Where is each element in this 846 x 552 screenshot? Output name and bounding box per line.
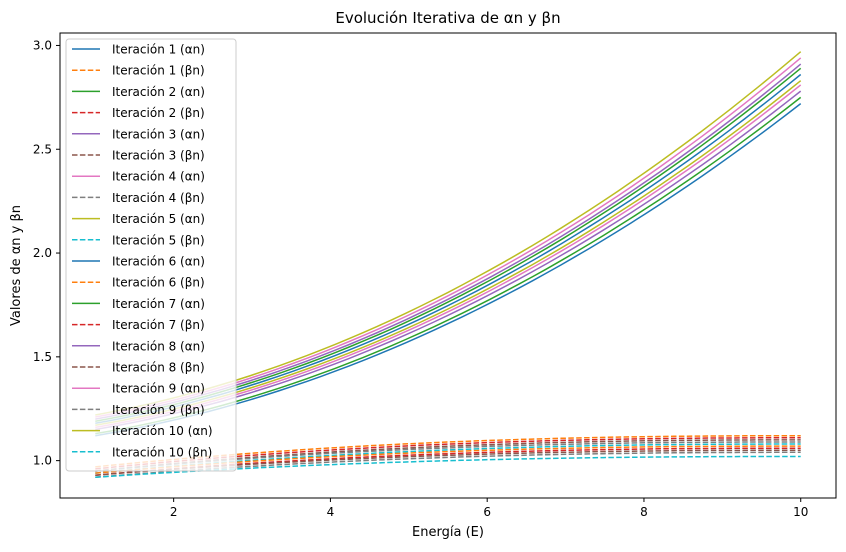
series-line-16 bbox=[95, 449, 801, 476]
y-tick-label: 2.5 bbox=[33, 142, 52, 156]
y-tick-label: 3.0 bbox=[33, 38, 52, 52]
legend-label-2: Iteración 1 (βn) bbox=[112, 64, 205, 78]
y-axis-label: Valores de αn y βn bbox=[9, 205, 24, 326]
legend-label-16: Iteración 8 (βn) bbox=[112, 361, 205, 375]
legend-label-18: Iteración 9 (βn) bbox=[112, 403, 205, 417]
plot-frame bbox=[59, 32, 837, 499]
legend-label-20: Iteración 10 (βn) bbox=[112, 445, 212, 459]
legend-label-15: Iteración 8 (αn) bbox=[112, 339, 205, 353]
y-tick-label: 1.5 bbox=[33, 350, 52, 364]
series-line-12 bbox=[95, 445, 801, 474]
x-tick-label: 6 bbox=[483, 505, 491, 519]
series-line-18 bbox=[95, 451, 801, 478]
series-line-6 bbox=[95, 439, 801, 472]
legend-label-5: Iteración 3 (αn) bbox=[112, 127, 205, 141]
x-tick-label: 8 bbox=[640, 505, 648, 519]
legend-box bbox=[65, 38, 237, 472]
legend-label-3: Iteración 2 (αn) bbox=[112, 85, 205, 99]
legend-label-19: Iteración 10 (αn) bbox=[112, 424, 213, 438]
legend-label-14: Iteración 7 (βn) bbox=[112, 318, 205, 332]
series-line-8 bbox=[95, 441, 801, 472]
y-tick-label: 1.0 bbox=[33, 454, 52, 468]
x-tick-label: 10 bbox=[793, 505, 808, 519]
legend-label-9: Iteración 5 (αn) bbox=[112, 212, 205, 226]
series-line-2 bbox=[95, 434, 801, 468]
series-line-4 bbox=[95, 437, 801, 470]
legend-label-12: Iteración 6 (βn) bbox=[112, 276, 205, 290]
legend-label-7: Iteración 4 (αn) bbox=[112, 170, 205, 184]
series-line-10 bbox=[95, 443, 801, 474]
legend: Iteración 1 (αn) Iteración 1 (βn) Iteració… bbox=[65, 38, 237, 472]
x-tick-label: 2 bbox=[170, 505, 178, 519]
series-line-14 bbox=[95, 447, 801, 476]
x-tick-label: 4 bbox=[327, 505, 335, 519]
legend-label-11: Iteración 6 (αn) bbox=[112, 255, 205, 269]
series-line-20 bbox=[95, 455, 801, 478]
legend-label-6: Iteración 3 (βn) bbox=[112, 149, 205, 163]
legend-label-4: Iteración 2 (βn) bbox=[112, 106, 205, 120]
legend-label-13: Iteración 7 (αn) bbox=[112, 297, 205, 311]
y-tick-label: 2.0 bbox=[33, 246, 52, 260]
legend-label-17: Iteración 9 (αn) bbox=[112, 382, 205, 396]
legend-label-8: Iteración 4 (βn) bbox=[112, 191, 205, 205]
chart-title: Evolución Iterativa de αn y βn bbox=[335, 9, 560, 27]
legend-label-10: Iteración 5 (βn) bbox=[112, 233, 205, 247]
legend-label-1: Iteración 1 (αn) bbox=[112, 43, 205, 57]
axis-ticks: 2 4 6 8 10 1.0 1.5 2.0 2.5 3.0 bbox=[33, 38, 808, 519]
x-axis-label: Energía (E) bbox=[412, 525, 484, 540]
